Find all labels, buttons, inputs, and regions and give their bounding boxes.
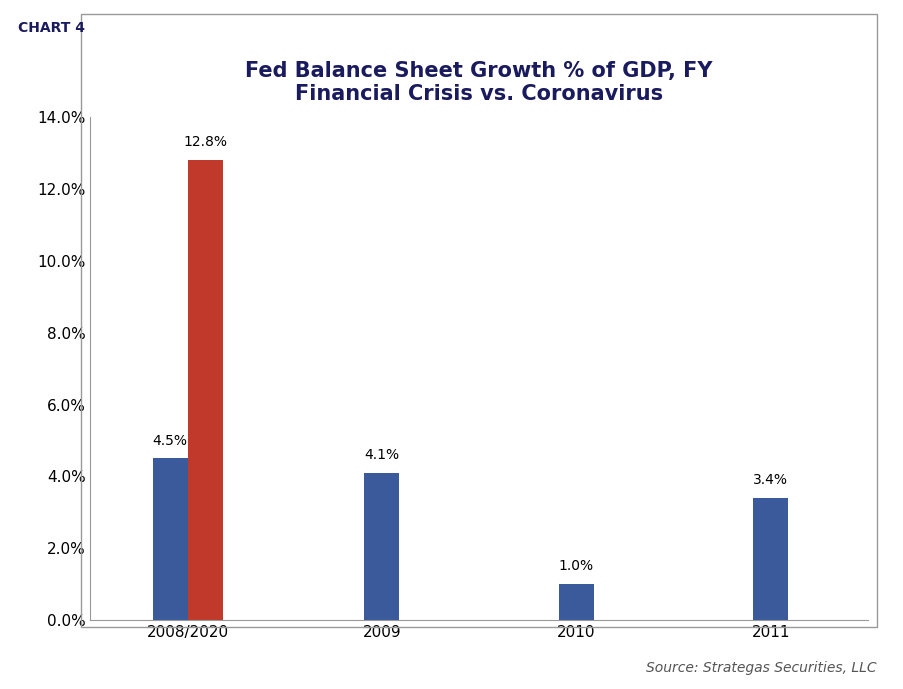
Text: 12.8%: 12.8%	[183, 136, 227, 150]
Text: 4.5%: 4.5%	[153, 433, 188, 448]
Bar	[153, 458, 188, 620]
Text: CHART 4: CHART 4	[18, 21, 85, 34]
Bar	[364, 473, 399, 620]
Bar	[752, 498, 787, 620]
Text: 1.0%: 1.0%	[558, 559, 593, 573]
Text: 4.1%: 4.1%	[364, 448, 399, 462]
Text: 3.4%: 3.4%	[752, 473, 787, 487]
Title: Fed Balance Sheet Growth % of GDP, FY
Financial Crisis vs. Coronavirus: Fed Balance Sheet Growth % of GDP, FY Fi…	[245, 61, 712, 105]
Bar	[188, 161, 222, 620]
Bar	[558, 584, 593, 620]
Text: Source: Strategas Securities, LLC: Source: Strategas Securities, LLC	[646, 661, 876, 675]
